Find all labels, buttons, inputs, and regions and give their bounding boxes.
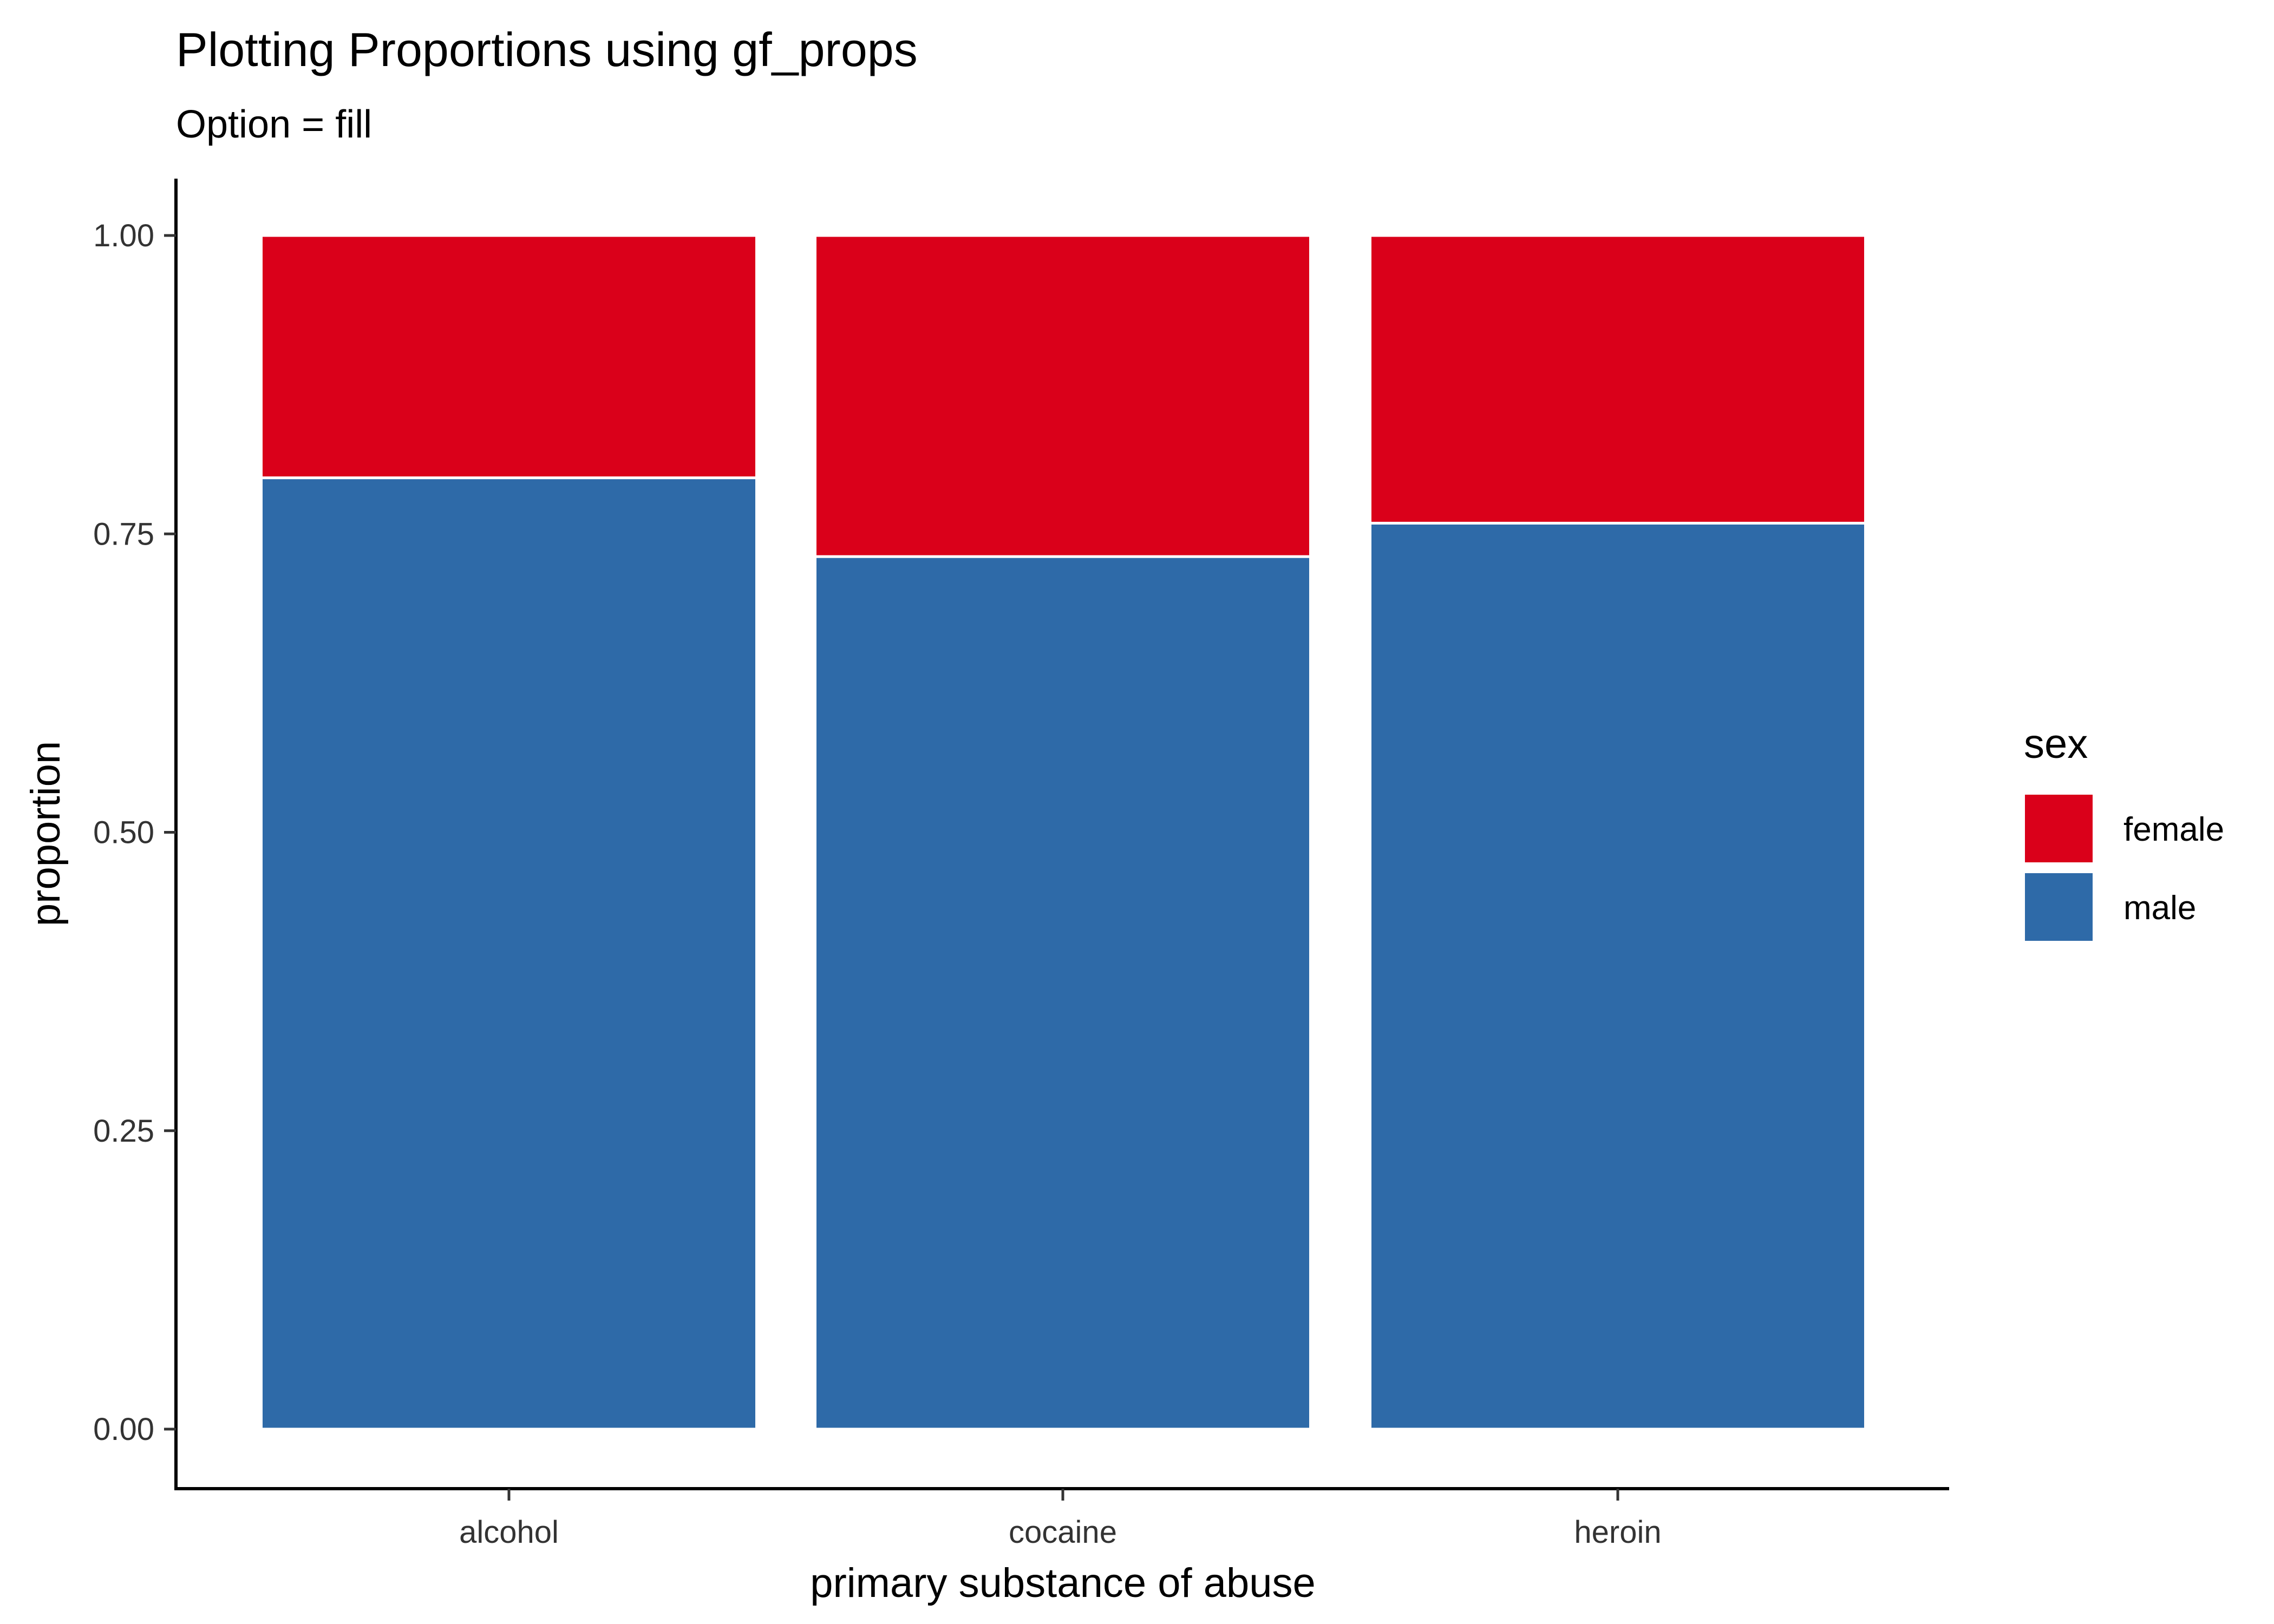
y-tick-label: 0.50 [93,815,154,850]
legend-label-male: male [2123,889,2196,927]
y-axis: 0.00 0.25 0.50 0.75 1.00 [93,179,178,1490]
bar-cocaine-female [814,234,1312,558]
legend-key-female [2025,795,2093,862]
bar-alcohol-female [260,234,758,480]
x-tick-label: alcohol [459,1515,559,1550]
legend: sex female male [2024,721,2224,941]
legend-title: sex [2024,721,2088,767]
bar-cocaine-male [814,555,1312,1431]
bar-heroin-female [1369,234,1867,525]
x-axis-title: primary substance of abuse [810,1560,1316,1606]
y-tick-label: 0.75 [93,516,154,552]
chart-title: Plotting Proportions using gf_props [176,23,918,76]
x-tick-label: cocaine [1009,1515,1117,1550]
x-tick-label: heroin [1574,1515,1661,1550]
bars-group [260,234,1867,1431]
y-tick-label: 0.00 [93,1412,154,1447]
x-axis: alcohol cocaine heroin [174,1487,1949,1550]
chart-subtitle: Option = fill [176,103,372,146]
y-axis-title: proportion [23,741,69,926]
legend-key-male [2025,873,2093,941]
bar-heroin-male [1369,521,1867,1431]
y-tick-label: 0.25 [93,1114,154,1149]
y-tick-label: 1.00 [93,218,154,253]
bar-alcohol-male [260,476,758,1431]
legend-label-female: female [2123,811,2224,848]
